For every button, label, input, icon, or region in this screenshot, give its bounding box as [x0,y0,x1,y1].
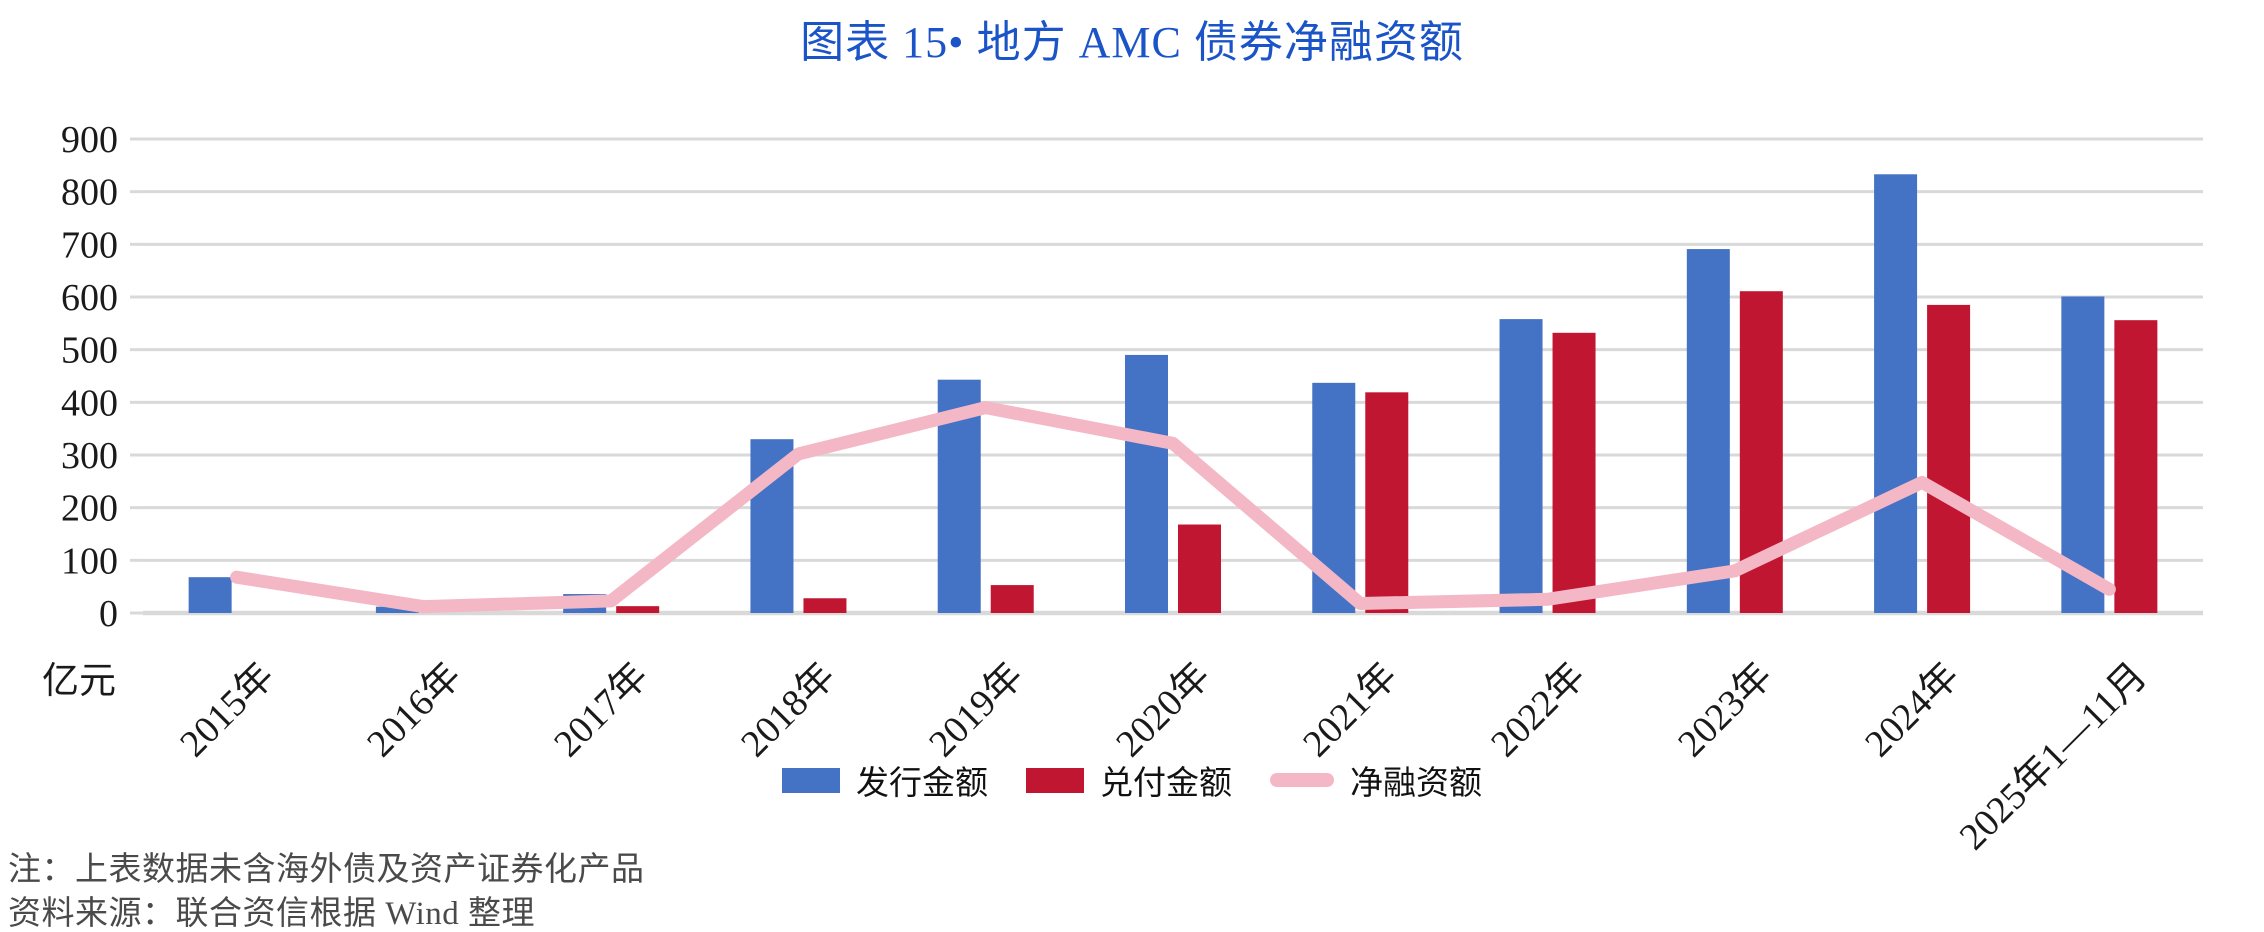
legend-swatch-bar-icon [1026,767,1084,793]
bar-redemption-2024年 [1927,304,1971,613]
y-tick-label-600: 600 [61,277,118,319]
bar-issuance-2016年 [375,606,419,613]
legend-item-发行金额: 发行金额 [782,756,988,804]
bar-issuance-2023年 [1686,249,1730,613]
y-axis-unit-label: 亿元 [42,661,116,702]
bar-redemption-2020年 [1178,524,1221,613]
legend-swatch-bar-icon [782,767,840,793]
bar-issuance-2015年 [188,577,232,613]
bar-issuance-2022年 [1499,319,1543,613]
bar-redemption-2018年 [803,598,847,613]
y-tick-label-400: 400 [61,382,118,424]
y-tick-label-0: 0 [99,593,118,635]
legend-label: 净融资额 [1350,766,1482,802]
bar-redemption-2021年 [1365,392,1409,613]
chart-title: 图表 15• 地方 AMC 债券净融资额 [800,18,1464,67]
footnote-data-scope: 注：上表数据未含海外债及资产证券化产品 [8,852,645,888]
legend-item-净融资额: 净融资额 [1270,756,1482,804]
bar-redemption-2017年 [616,606,660,613]
y-tick-label-700: 700 [61,224,118,266]
y-tick-label-500: 500 [61,330,118,372]
chart-legend: 发行金额 兑付金额 净融资额 [0,756,2264,804]
bar-issuance-2020年 [1125,354,1168,613]
y-tick-label-900: 900 [61,119,118,161]
legend-swatch-line-icon [1270,773,1334,787]
bar-redemption-2019年 [990,585,1034,613]
legend-label: 兑付金额 [1100,766,1232,802]
bar-issuance-2024年 [1874,174,1918,613]
y-tick-label-800: 800 [61,172,118,214]
net-financing-line [230,401,2116,614]
y-tick-label-100: 100 [61,540,118,582]
y-tick-label-200: 200 [61,488,118,530]
footnote-source: 资料来源：联合资信根据 Wind 整理 [8,896,535,932]
y-tick-label-300: 300 [61,435,118,477]
legend-item-兑付金额: 兑付金额 [1026,756,1232,804]
legend-label: 发行金额 [856,766,988,802]
bar-redemption-2022年 [1552,332,1596,613]
bar-redemption-2025年1—11月 [2114,320,2158,613]
